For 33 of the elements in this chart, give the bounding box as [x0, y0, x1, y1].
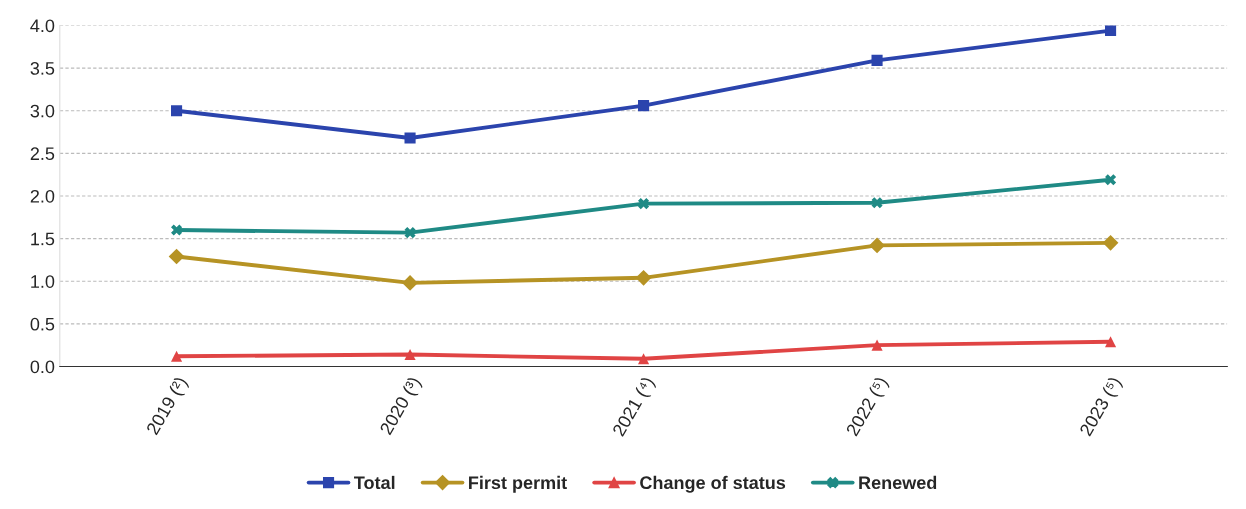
y-tick-label: 1.0: [31, 275, 55, 288]
point: [402, 275, 418, 291]
legend-label: Change of status: [640, 475, 786, 493]
point: [171, 105, 183, 117]
point: [638, 100, 650, 112]
point: [869, 237, 885, 254]
point: [168, 248, 185, 265]
point: [404, 132, 416, 144]
y-tick-label: 0.5: [30, 317, 55, 331]
legend-label: Renewed: [859, 475, 937, 490]
y-tick-label: 0.0: [30, 360, 55, 374]
point: [638, 198, 650, 210]
point: [404, 348, 416, 361]
point: [1102, 235, 1119, 251]
legend-label: First permit: [469, 475, 567, 493]
point: [1105, 25, 1117, 37]
y-tick-label: 4.0: [30, 19, 55, 33]
y-tick-label: 2.0: [30, 189, 55, 203]
point: [1105, 174, 1117, 186]
y-tick-label: 3.5: [30, 62, 55, 75]
point: [404, 227, 416, 239]
point: [871, 54, 883, 66]
point: [638, 353, 650, 365]
point: [635, 269, 652, 286]
point: [871, 339, 883, 351]
legend-label: Total: [354, 475, 395, 490]
y-tick-label: 1.5: [31, 232, 55, 246]
y-tick-label: 2.5: [30, 147, 55, 161]
point: [871, 197, 883, 209]
point: [171, 224, 183, 236]
y-tick-label: 3.0: [30, 104, 55, 118]
point: [1105, 336, 1117, 348]
point: [171, 350, 183, 362]
